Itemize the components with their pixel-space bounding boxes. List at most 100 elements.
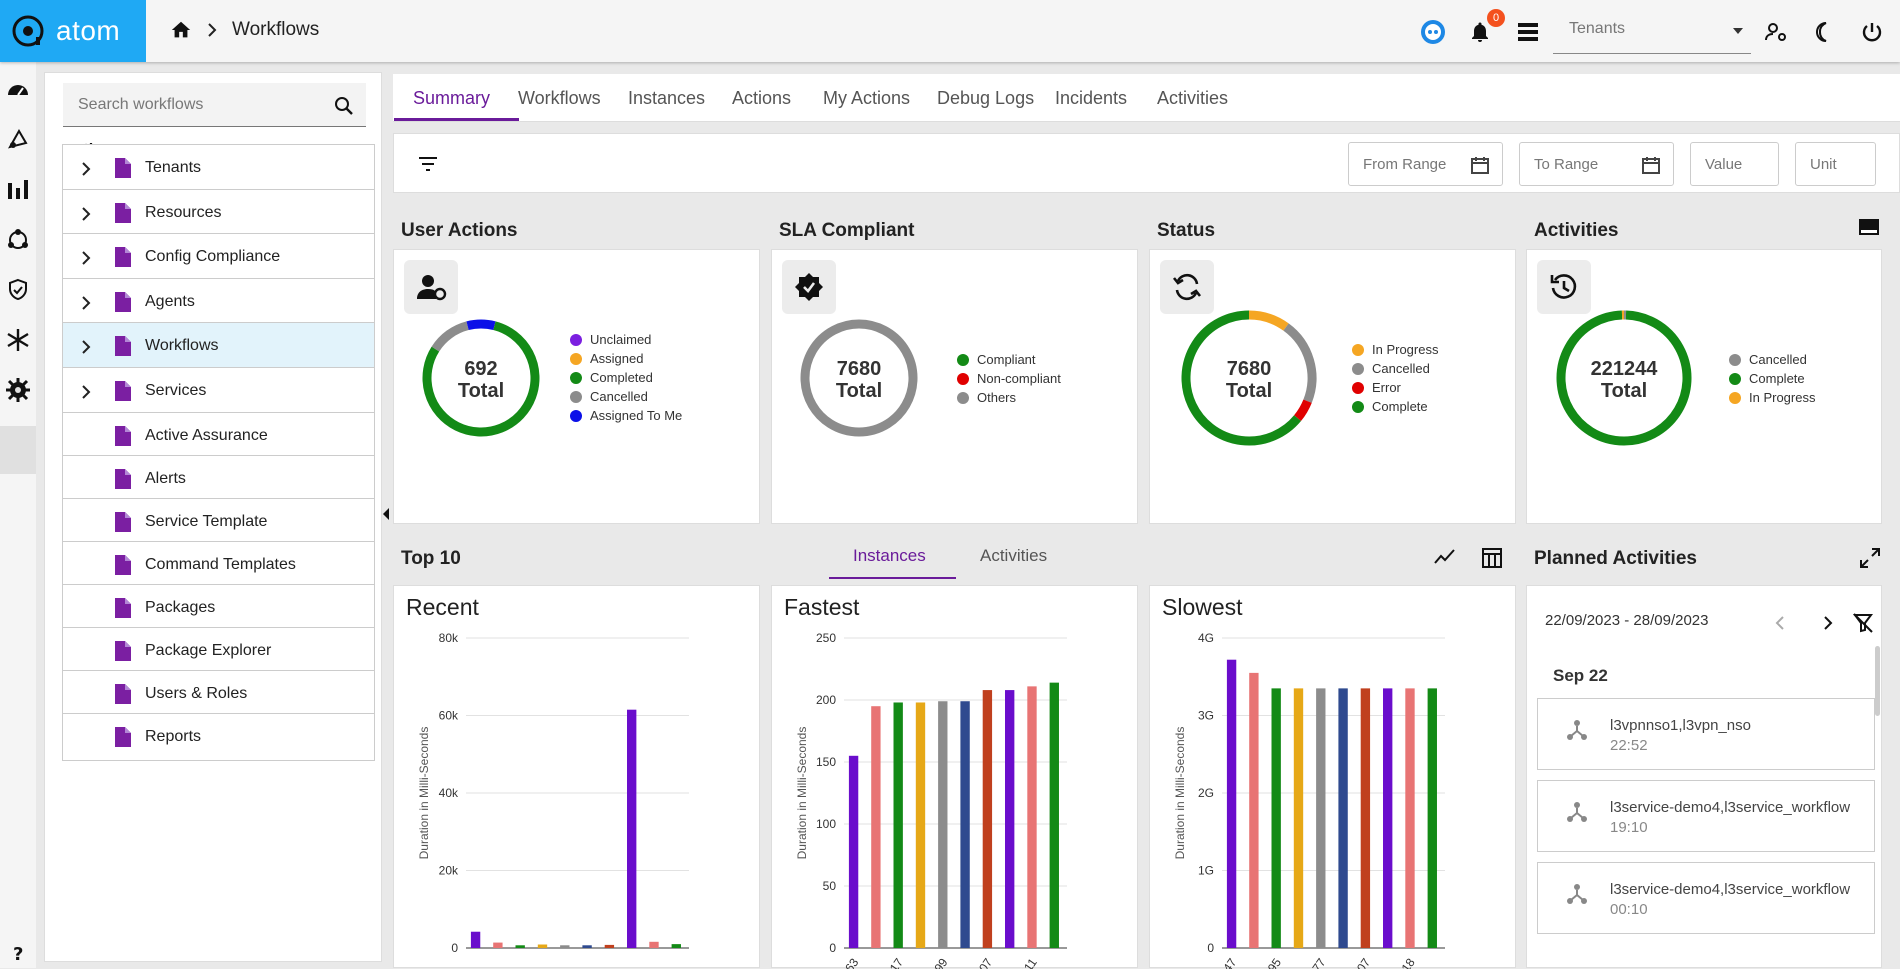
value-field[interactable]: Value	[1690, 142, 1779, 186]
expand-chevron-icon[interactable]	[81, 162, 91, 176]
atom-logo[interactable]: atom	[0, 0, 146, 62]
expand-chevron-icon[interactable]	[81, 207, 91, 221]
bar[interactable]	[849, 756, 858, 948]
tree-item-workflows[interactable]: Workflows	[62, 322, 375, 370]
tab-debug-logs[interactable]: Debug Logs	[937, 88, 1034, 109]
tree-item-tenants[interactable]: Tenants	[62, 144, 375, 192]
legend-item[interactable]: Cancelled	[1729, 350, 1815, 369]
filter-icon[interactable]	[418, 156, 438, 172]
tree-item-config-compliance[interactable]: Config Compliance	[62, 233, 375, 281]
prev-week-icon[interactable]	[1775, 616, 1785, 630]
calendar-icon[interactable]	[1470, 155, 1490, 175]
bar[interactable]	[871, 706, 880, 948]
legend-item[interactable]: Cancelled	[570, 387, 682, 406]
bar[interactable]	[1249, 673, 1258, 948]
expand-chevron-icon[interactable]	[81, 296, 91, 310]
bar[interactable]	[1361, 688, 1370, 948]
tree-item-packages[interactable]: Packages	[62, 584, 375, 632]
tree-item-package-explorer[interactable]: Package Explorer	[62, 627, 375, 675]
tree-item-active-assurance[interactable]: Active Assurance	[62, 412, 375, 460]
tab-workflows[interactable]: Workflows	[518, 88, 601, 109]
tree-item-command-templates[interactable]: Command Templates	[62, 541, 375, 589]
legend-item[interactable]: Error	[1352, 378, 1438, 397]
calendar-icon[interactable]	[1641, 155, 1661, 175]
bar[interactable]	[1383, 688, 1392, 948]
legend-item[interactable]: In Progress	[1352, 340, 1438, 359]
tab-my-actions[interactable]: My Actions	[823, 88, 910, 109]
tree-item-reports[interactable]: Reports	[62, 713, 375, 761]
bar[interactable]	[983, 690, 992, 948]
bar[interactable]	[560, 945, 569, 948]
tab-summary[interactable]: Summary	[413, 88, 490, 109]
topology-icon[interactable]	[5, 227, 31, 253]
expand-chevron-icon[interactable]	[81, 251, 91, 265]
tree-item-users-roles[interactable]: Users & Roles	[62, 670, 375, 718]
legend-item[interactable]: Assigned To Me	[570, 406, 682, 425]
search-icon[interactable]	[334, 96, 354, 116]
legend-item[interactable]: Complete	[1352, 397, 1438, 416]
line-chart-icon[interactable]	[1434, 548, 1456, 566]
analytics-icon[interactable]	[5, 177, 31, 203]
list-view-icon[interactable]	[1516, 21, 1540, 43]
from-range-field[interactable]: From Range	[1348, 142, 1503, 186]
bar[interactable]	[1050, 683, 1059, 948]
bar[interactable]	[1405, 688, 1414, 948]
bar[interactable]	[894, 702, 903, 948]
legend-item[interactable]: Complete	[1729, 369, 1815, 388]
dark-mode-icon[interactable]	[1812, 20, 1836, 44]
legend-item[interactable]: Non-compliant	[957, 369, 1061, 388]
tree-item-resources[interactable]: Resources	[62, 189, 375, 237]
legend-item[interactable]: Compliant	[957, 350, 1061, 369]
bar[interactable]	[627, 710, 636, 948]
snowflake-icon[interactable]	[5, 327, 31, 353]
bar[interactable]	[938, 701, 947, 948]
bar[interactable]	[493, 943, 502, 948]
bar[interactable]	[471, 932, 480, 948]
settings-gear-icon[interactable]	[5, 377, 31, 403]
to-range-field[interactable]: To Range	[1519, 142, 1674, 186]
panel-toggle-icon[interactable]	[1858, 218, 1880, 236]
bar[interactable]	[1272, 688, 1281, 948]
shield-check-icon[interactable]	[5, 277, 31, 303]
bar[interactable]	[1316, 688, 1325, 948]
tenant-select[interactable]: Tenants	[1553, 14, 1751, 54]
tab-actions[interactable]: Actions	[732, 88, 791, 109]
tab-activities[interactable]: Activities	[1157, 88, 1228, 109]
top10-tab-activities[interactable]: Activities	[980, 546, 1047, 566]
dashboard-icon[interactable]	[5, 77, 31, 103]
bar[interactable]	[1005, 690, 1014, 948]
expand-chevron-icon[interactable]	[81, 340, 91, 354]
assistant-bot-icon[interactable]	[1420, 19, 1446, 45]
tree-item-service-template[interactable]: Service Template	[62, 498, 375, 546]
bar[interactable]	[538, 945, 547, 948]
bar[interactable]	[672, 944, 681, 948]
user-settings-icon[interactable]	[1764, 20, 1788, 44]
bar[interactable]	[1428, 688, 1437, 948]
legend-item[interactable]: Cancelled	[1352, 359, 1438, 378]
tab-incidents[interactable]: Incidents	[1055, 88, 1127, 109]
expand-icon[interactable]	[1859, 547, 1881, 569]
legend-item[interactable]: In Progress	[1729, 388, 1815, 407]
table-view-icon[interactable]	[1482, 548, 1502, 568]
tree-item-services[interactable]: Services	[62, 367, 375, 415]
collapse-sidebar-icon[interactable]	[382, 508, 390, 520]
legend-item[interactable]: Others	[957, 388, 1061, 407]
top10-tab-instances[interactable]: Instances	[853, 546, 926, 566]
bar[interactable]	[1227, 660, 1236, 948]
power-icon[interactable]	[1860, 20, 1884, 44]
legend-item[interactable]: Assigned	[570, 349, 682, 368]
next-week-icon[interactable]	[1823, 616, 1833, 630]
legend-item[interactable]: Completed	[570, 368, 682, 387]
devices-icon[interactable]	[5, 127, 31, 153]
bar[interactable]	[1027, 686, 1036, 948]
home-icon[interactable]	[170, 19, 192, 41]
clear-filter-icon[interactable]	[1853, 613, 1873, 633]
tree-item-agents[interactable]: Agents	[62, 278, 375, 326]
search-workflows-input[interactable]: Search workflows	[63, 83, 366, 127]
bar[interactable]	[960, 701, 969, 948]
legend-item[interactable]: Unclaimed	[570, 330, 682, 349]
unit-select[interactable]: Unit	[1795, 142, 1876, 186]
